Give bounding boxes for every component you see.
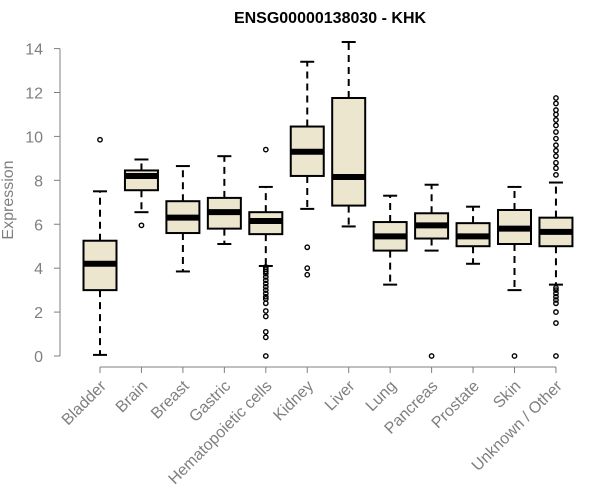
x-tick-label: Lung [363, 378, 400, 415]
outlier-point [553, 171, 559, 178]
box-kidney [289, 60, 325, 278]
outlier-point [553, 309, 559, 315]
box-prostate [455, 205, 491, 265]
outlier-point [553, 297, 559, 303]
outlier-point [262, 287, 269, 294]
box-liver [331, 41, 367, 228]
box-brain [123, 158, 159, 229]
outlier-point [97, 136, 103, 143]
outlier-point [304, 244, 311, 251]
x-tick-label: Breast [148, 377, 193, 422]
box-bladder [82, 136, 118, 356]
box-series [82, 41, 574, 359]
outlier-point [553, 147, 559, 154]
outlier-point [553, 159, 559, 166]
y-tick-label: 6 [34, 217, 43, 234]
outlier-point [553, 111, 559, 118]
box-breast [165, 165, 201, 273]
outlier-point [262, 270, 269, 277]
outlier-point [304, 265, 311, 272]
x-tick-label: Skin [490, 378, 524, 412]
y-tick-label: 14 [25, 42, 43, 59]
y-tick-label: 4 [34, 261, 43, 278]
outlier-point [262, 300, 269, 307]
x-tick-label: Bladder [59, 377, 110, 428]
outlier-point [553, 285, 559, 291]
outlier-point [138, 222, 145, 229]
y-tick-label: 10 [25, 129, 43, 146]
outlier-point [262, 280, 269, 287]
outlier-point [553, 100, 559, 107]
outlier-point [553, 300, 559, 307]
chart-title: ENSG00000138030 - KHK [234, 10, 427, 27]
outlier-point [262, 308, 269, 314]
outlier-point [262, 293, 269, 300]
outlier-point [553, 117, 559, 123]
outlier-point [262, 283, 269, 290]
y-tick-label: 2 [34, 305, 43, 322]
outlier-point [553, 95, 559, 101]
outlier-point [553, 320, 559, 326]
box-pancreas [414, 183, 450, 359]
x-tick-label: Kidney [270, 378, 317, 425]
outlier-point [262, 268, 269, 275]
box-skin [497, 185, 532, 359]
outlier-point [553, 290, 559, 297]
outlier-point [262, 313, 269, 320]
outlier-point [511, 353, 518, 359]
outlier-point [553, 165, 559, 172]
box-unknown-other [538, 95, 574, 359]
outlier-point [553, 135, 559, 142]
outlier-point [553, 153, 559, 160]
box-lung [372, 194, 408, 286]
outlier-point [428, 353, 435, 359]
box-gastric [206, 155, 242, 246]
y-axis: 0 2 4 6 8 10 12 14 [25, 42, 61, 366]
outlier-point [262, 274, 269, 280]
box-hematopoietic-cells [248, 146, 284, 359]
outlier-point [262, 290, 269, 297]
outlier-point [262, 146, 269, 153]
outlier-point [553, 122, 559, 129]
outlier-point [262, 277, 269, 284]
box-iqr [331, 96, 367, 207]
outlier-point [553, 287, 559, 294]
outlier-point [553, 293, 559, 300]
outlier-point [262, 328, 269, 335]
y-tick-label: 0 [34, 349, 43, 366]
x-tick-label: Liver [322, 377, 359, 414]
x-tick-label: Brain [113, 378, 151, 416]
outlier-point [553, 142, 559, 149]
outlier-point [262, 353, 269, 359]
outlier-point [553, 129, 559, 135]
y-axis-label: Expression [0, 160, 17, 239]
outlier-point [304, 271, 311, 278]
outlier-point [262, 334, 269, 341]
y-tick-label: 8 [34, 173, 43, 190]
y-tick-label: 12 [25, 86, 43, 103]
outlier-point [553, 353, 559, 359]
